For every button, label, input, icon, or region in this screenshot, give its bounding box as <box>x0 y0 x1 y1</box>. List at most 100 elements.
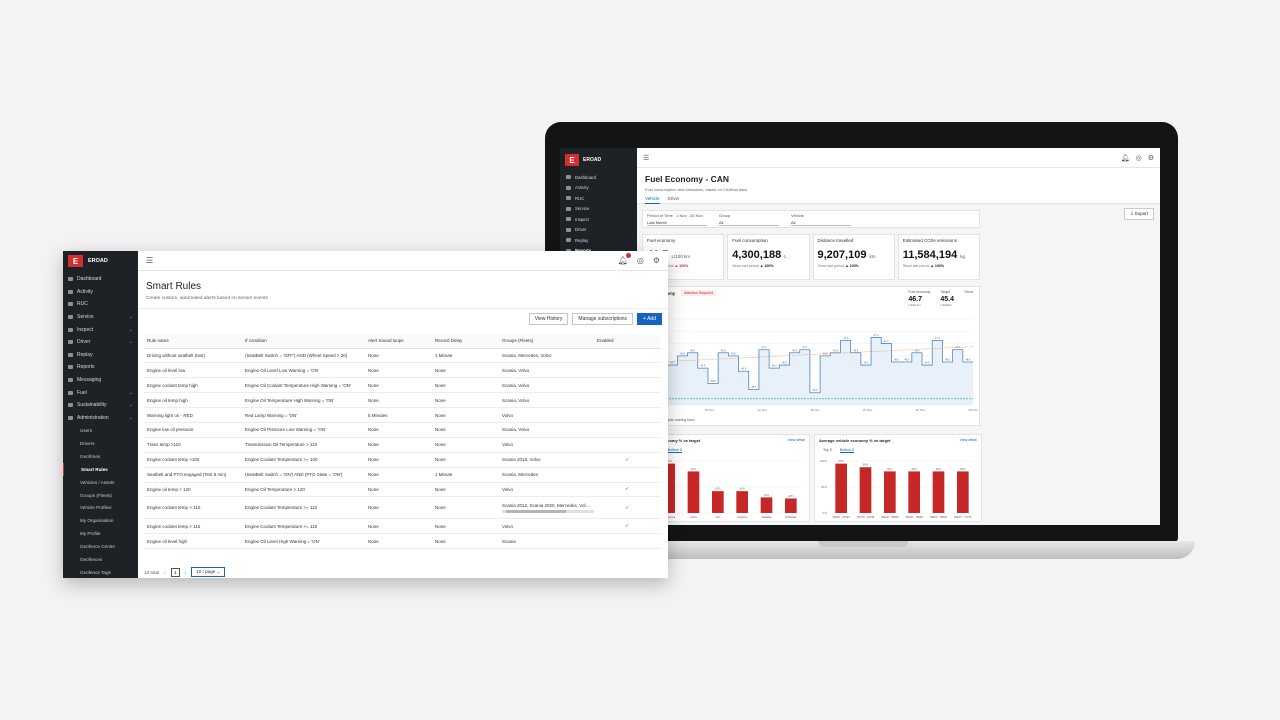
subnav-item-drivers[interactable]: Drivers <box>80 440 95 446</box>
bar-nmxx-78048[interactable] <box>908 471 921 513</box>
table-row[interactable]: Engine oil temp high Engine Oil Temperatu… <box>144 392 660 409</box>
manage-subscriptions-button[interactable]: Manage subscriptions <box>572 313 634 325</box>
sidebar-item-administration[interactable]: Administration ⌄ <box>63 412 138 425</box>
table-cell: Volvo <box>499 407 594 423</box>
next-page-icon[interactable]: › <box>184 569 187 575</box>
subnav-item-my-organisation[interactable]: My Organisation <box>80 518 114 524</box>
help-icon[interactable]: ◎ <box>636 256 644 265</box>
subnav-item-geofrmes[interactable]: Geofrmes <box>80 453 101 459</box>
help-icon[interactable]: ◎ <box>1135 154 1142 162</box>
rules-table: Rule name If condition Alert Sound loops Re… <box>144 334 660 550</box>
bar-whitebait[interactable] <box>784 498 797 513</box>
tab-bottom5[interactable]: Bottom 5 <box>667 448 683 453</box>
laptop-nav-activity[interactable]: Activity <box>560 183 637 194</box>
view-history-button[interactable]: View History <box>528 313 569 325</box>
subnav-item-vehicles-assets[interactable]: Vehicles / Assets <box>80 479 115 485</box>
column-header-record-delay[interactable]: Record Delay <box>432 334 499 349</box>
sidebar-item-fuel[interactable]: Fuel ⌄ <box>63 386 138 399</box>
bell-icon[interactable]: 🔔︎ <box>1120 154 1130 162</box>
column-header-alert-sound-loops[interactable]: Alert Sound loops <box>365 334 432 349</box>
column-header-rule-name[interactable]: Rule name <box>144 334 242 349</box>
group-economy-title: Group economy % vs target <box>647 438 701 443</box>
table-cell <box>594 377 660 394</box>
table-row[interactable]: Warning light on - RED Red Lamp Warning =… <box>144 407 660 423</box>
filter-group[interactable]: Group All <box>719 213 779 226</box>
subnav-item-geofence-centre[interactable]: Geofence Centre <box>80 544 115 550</box>
subnav-item-smart-rules[interactable]: Smart Rules <box>63 462 138 476</box>
cell-text: Transmission Oil Temperature > 110 <box>245 442 318 448</box>
sidebar-item-sustainability[interactable]: Sustainability ⌄ <box>63 399 138 412</box>
subnav-item-geofences[interactable]: Geofences <box>80 556 103 562</box>
cell-text: None <box>435 486 446 492</box>
menu-icon[interactable]: ☰ <box>643 154 650 162</box>
table-row[interactable]: Engine oil level high Engine Oil Level Hi… <box>144 533 660 550</box>
table-row[interactable]: Driving without seatbelt (test) (SeatBelt… <box>144 348 660 364</box>
notification-bell-icon[interactable]: 🔔︎ <box>618 253 631 265</box>
menu-icon[interactable]: ☰ <box>146 256 154 265</box>
bar-ianr[interactable] <box>711 491 724 513</box>
tab-driver[interactable]: Driver <box>667 196 680 201</box>
laptop-nav-replay[interactable]: Replay <box>560 235 637 246</box>
gear-icon[interactable]: ⚙ <box>1147 154 1154 162</box>
sidebar-item-activity[interactable]: Activity <box>63 286 138 299</box>
per-page-select[interactable]: 10 / page ⌄ <box>191 567 226 577</box>
sidebar-item-messaging[interactable]: Messaging <box>63 374 138 387</box>
table-row[interactable]: Engine coolant temp > 115 Engine Coolant … <box>144 518 660 535</box>
table-row[interactable]: Engine low oil pressure Engine Oil Pressu… <box>144 422 660 438</box>
bar-canty[interactable] <box>687 471 700 513</box>
page-button[interactable]: 1 <box>170 567 180 577</box>
bar-bigbounce[interactable] <box>663 463 676 513</box>
prev-page-icon[interactable]: ‹ <box>164 569 166 575</box>
laptop-screen: E EROAD Dashboard Activity RUC Service Inspe… <box>560 148 1160 525</box>
bar-adelaide[interactable] <box>760 497 773 513</box>
cell-text: 5 Minutes <box>368 412 388 418</box>
bar-nmxx-77070[interactable] <box>956 471 969 513</box>
add-rule-button[interactable]: + Add <box>637 313 662 325</box>
vehicle-economy-link[interactable]: View detail <box>959 438 977 442</box>
sidebar-item-ruc[interactable]: RUC <box>63 298 138 311</box>
table-row[interactable]: Seatbelt and PTO engaged (Test 5 min) (Se… <box>144 467 660 483</box>
laptop-nav-inspect[interactable]: Inspect <box>560 214 637 225</box>
export-button[interactable]: ⇩ Export <box>1123 208 1154 220</box>
subnav-item-geofence-tags[interactable]: Geofence Tags <box>80 569 111 575</box>
subnav-item-my-profile[interactable]: My Profile <box>80 531 101 537</box>
filter-vehicle[interactable]: Vehicle All <box>791 213 851 226</box>
column-header-groups-fleets[interactable]: Groups (Fleets) <box>499 334 594 349</box>
bar-nt770-12738[interactable] <box>859 467 872 513</box>
subnav-item-vehicle-profiles[interactable]: Vehicle Profiles <box>80 505 112 511</box>
laptop-nav-service[interactable]: Service <box>560 204 637 215</box>
sidebar-item-service[interactable]: Service ⌄ <box>63 311 138 324</box>
sidebar-item-dashboard[interactable]: Dashboard <box>63 273 138 286</box>
subnav-item-users[interactable]: Users <box>80 428 92 434</box>
bar-nmxx-78091[interactable] <box>932 471 945 513</box>
sidebar-item-inspect[interactable]: Inspect ⌄ <box>63 323 138 336</box>
column-header-if-condition[interactable]: If condition <box>242 334 365 349</box>
bar-nmxx-20732[interactable] <box>835 463 848 513</box>
laptop-nav-ruc[interactable]: RUC <box>560 193 637 204</box>
gear-icon[interactable]: ⚙ <box>652 256 660 265</box>
table-row[interactable]: Engine coolant temp > 110 Engine Coolant … <box>144 496 660 520</box>
group-economy-link[interactable]: View detail <box>787 438 805 442</box>
filter-period[interactable]: Period of Time 1 Nov - 30 Nov Last Month <box>647 213 707 226</box>
bar-kingston[interactable] <box>736 491 749 513</box>
subnav-item-groups-fleets[interactable]: Groups (Fleets) <box>80 492 112 498</box>
table-row[interactable]: Engine oil temp > 120 Engine Oil Temperat… <box>144 482 660 498</box>
cell-scrollbar[interactable] <box>502 509 594 513</box>
table-row[interactable]: Engine oil level low Engine Oil Level Low… <box>144 362 660 379</box>
table-row[interactable]: Engine coolant temp high Engine Oil Coola… <box>144 377 660 394</box>
laptop-nav-driver[interactable]: Driver <box>560 225 637 236</box>
tab-top5[interactable]: Top 5 <box>823 448 832 452</box>
fuel-economy-svg: 48.047.647.246.846.446.045.645.246.646.5… <box>649 317 978 412</box>
vehicle-economy-title: Average vehicle economy % vs target <box>819 438 891 443</box>
sidebar-item-driver[interactable]: Driver ⌄ <box>63 336 138 349</box>
bar-nmxx-78069[interactable] <box>883 471 896 513</box>
tab-bottom5[interactable]: Bottom 5 <box>839 448 855 453</box>
column-header-enabled[interactable]: Enabled <box>594 334 660 349</box>
table-row[interactable]: Engine coolant temp >100 Engine Coolant T… <box>144 452 660 468</box>
laptop-nav-dashboard[interactable]: Dashboard <box>560 172 637 183</box>
tab-vehicle[interactable]: Vehicle <box>645 196 660 204</box>
table-row[interactable]: Trans temp >110 Transmission Oil Temperat… <box>144 437 660 453</box>
sidebar-item-reports[interactable]: Reports <box>63 361 138 374</box>
laptop-nav-reports[interactable]: Reports <box>560 246 637 257</box>
sidebar-item-replay[interactable]: Replay <box>63 349 138 362</box>
